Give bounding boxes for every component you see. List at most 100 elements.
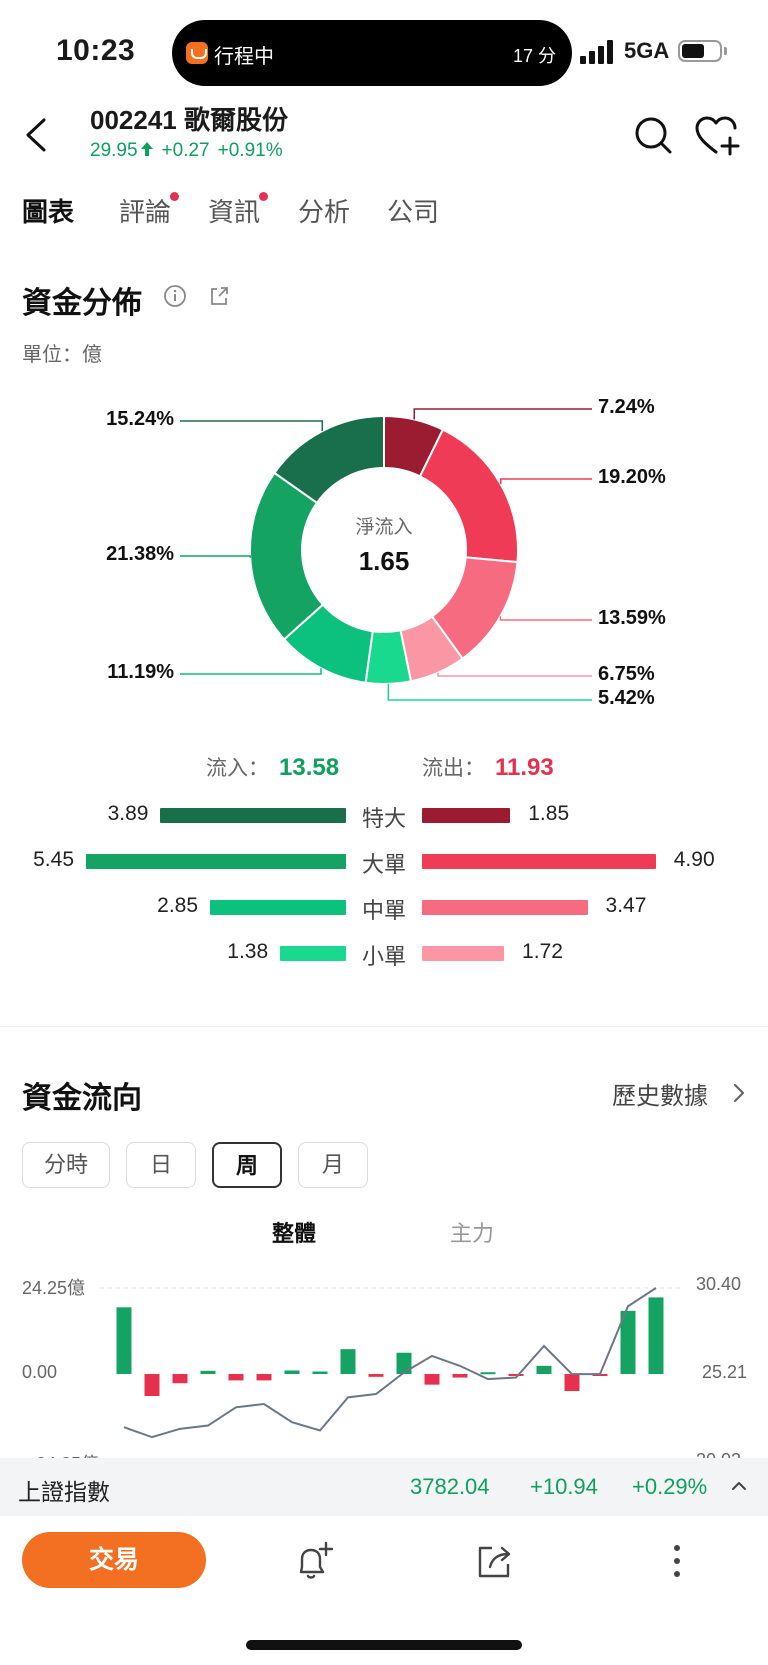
island-minutes: 17 分 [512, 46, 556, 66]
inflow-bar-value: 1.38 [227, 940, 269, 963]
donut-leader-line [500, 478, 592, 485]
flow-bar [256, 1374, 272, 1381]
flow-bar [508, 1374, 524, 1376]
mode-overall[interactable]: 整體 [272, 1221, 317, 1246]
flow-bar-row: 3.89 特大 1.85 [0, 801, 768, 831]
home-indicator [246, 1640, 522, 1650]
donut-percent-label: 15.24% [106, 408, 174, 430]
flow-bar [284, 1370, 300, 1374]
fund-flow-chart [100, 1287, 680, 1439]
flow-bar [396, 1352, 412, 1374]
flow-bar [368, 1374, 384, 1377]
outflow-label: 流出： [422, 757, 485, 780]
back-button[interactable] [18, 110, 58, 160]
flow-bar [452, 1374, 468, 1378]
flow-bar [312, 1371, 328, 1374]
outflow-bar-value: 3.47 [605, 894, 647, 917]
stock-quote: 29.95 +0.27 +0.91% [90, 140, 291, 162]
tab-company[interactable]: 公司 [387, 197, 440, 227]
chevron-left-icon [26, 118, 46, 152]
donut-percent-label: 11.19% [107, 661, 174, 683]
donut-slice [273, 414, 385, 505]
period-month[interactable]: 月 [298, 1142, 368, 1188]
net-inflow-value: 1.65 [358, 546, 410, 576]
index-change: +10.94 [530, 1474, 598, 1499]
tab-chart[interactable]: 圖表 [22, 192, 74, 230]
dynamic-island[interactable]: 行程中 17 分 [172, 20, 572, 86]
inflow-summary: 流入： 13.58 [206, 752, 339, 782]
search-button[interactable] [632, 114, 676, 158]
mode-main-force[interactable]: 主力 [450, 1221, 495, 1246]
period-intraday[interactable]: 分時 [22, 1142, 110, 1188]
market-index-bar[interactable]: 上證指數 3782.04 +10.94 +0.29% [0, 1458, 768, 1516]
net-inflow-label: 淨流入 [355, 517, 413, 538]
signal-icon [580, 40, 616, 64]
flow-bar [424, 1374, 440, 1385]
index-change-pct: +0.29% [632, 1474, 708, 1499]
donut-percent-label: 7.24% [598, 396, 655, 418]
donut-percent-label: 5.42% [598, 687, 655, 709]
more-vertical-icon [674, 1545, 680, 1577]
bell-plus-icon [299, 1541, 334, 1579]
stock-change-pct: +0.91% [217, 140, 283, 161]
period-day[interactable]: 日 [126, 1142, 196, 1188]
outflow-bar [422, 854, 656, 869]
outflow-bar-value: 4.90 [673, 848, 715, 871]
donut-leader-line [180, 420, 324, 432]
flow-bar-row: 2.85 中單 3.47 [0, 893, 768, 923]
y-left-tick-top: 24.25億 [22, 1278, 86, 1298]
tab-comments[interactable]: 評論 [119, 197, 172, 227]
price-alert-button[interactable] [292, 1540, 334, 1582]
outflow-bar-value: 1.72 [522, 940, 563, 963]
outflow-bar [422, 900, 588, 915]
inflow-bar-value: 5.45 [33, 848, 74, 871]
y-right-tick-top: 30.40 [696, 1274, 742, 1294]
outflow-bar [422, 946, 505, 961]
arrow-up-icon [140, 142, 153, 156]
share-button[interactable] [474, 1540, 516, 1582]
donut-leader-line [499, 616, 592, 621]
info-icon[interactable] [163, 284, 187, 308]
inflow-label: 流入： [206, 757, 269, 780]
network-label: 5GA [624, 38, 670, 63]
tab-analysis[interactable]: 分析 [298, 197, 351, 227]
flow-bar [620, 1310, 636, 1374]
chevron-up-icon[interactable] [730, 1478, 748, 1492]
y-right-tick-mid: 25.21 [702, 1362, 748, 1382]
flow-bar [172, 1374, 188, 1384]
search-icon [635, 117, 672, 154]
battery-icon [678, 40, 722, 62]
ride-app-icon [186, 42, 208, 64]
heart-plus-icon [695, 116, 740, 156]
donut-leader-line [180, 668, 322, 675]
distribution-title: 資金分佈 [22, 287, 142, 320]
flow-title: 資金流向 [22, 1082, 142, 1115]
flow-bar-row: 5.45 大單 4.90 [0, 847, 768, 877]
period-week[interactable]: 周 [212, 1142, 282, 1188]
price-line [123, 1287, 657, 1439]
flow-bar [648, 1297, 664, 1374]
stock-change: +0.27 [161, 140, 210, 161]
section-divider [0, 1026, 768, 1027]
inflow-bar [280, 946, 346, 961]
comments-notification-dot [170, 192, 179, 201]
status-bar: 10:23 行程中 17 分 5GA [0, 0, 768, 100]
order-size-label: 小單 [361, 944, 406, 969]
more-button[interactable] [656, 1540, 698, 1582]
history-data-link[interactable]: 歷史數據 [612, 1083, 708, 1110]
flow-bar [480, 1372, 496, 1375]
inflow-bar [160, 808, 346, 823]
add-favorite-button[interactable] [694, 114, 742, 158]
trade-button[interactable]: 交易 [22, 1532, 206, 1588]
donut-percent-label: 19.20% [598, 466, 666, 488]
inflow-value: 13.58 [279, 754, 340, 781]
donut-percent-label: 21.38% [106, 543, 174, 565]
order-size-label: 特大 [361, 806, 406, 831]
flow-bar [536, 1365, 552, 1374]
donut-percent-label: 13.59% [598, 607, 666, 629]
chevron-right-icon[interactable] [732, 1082, 746, 1104]
news-notification-dot [259, 192, 268, 201]
share-icon[interactable] [207, 284, 231, 308]
tab-news[interactable]: 資訊 [208, 197, 261, 227]
flow-bar [228, 1374, 244, 1381]
